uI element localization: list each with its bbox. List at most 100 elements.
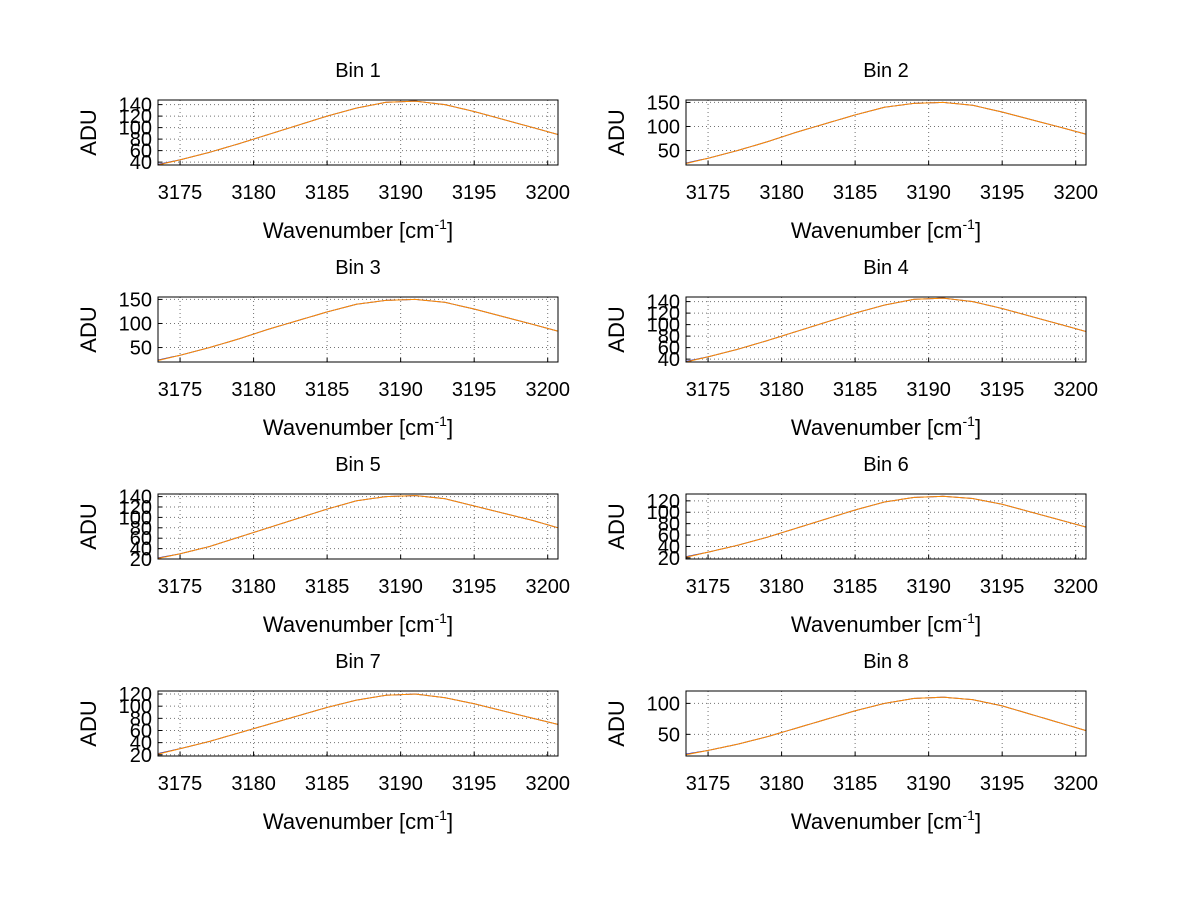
series-line-spectrum-a bbox=[157, 100, 559, 165]
y-tick-label: 120 bbox=[647, 303, 680, 325]
x-tick-label: 3190 bbox=[906, 379, 951, 401]
x-axis-label-superscript: -1 bbox=[963, 807, 976, 823]
y-axis-label: ADU bbox=[76, 306, 101, 352]
y-tick-label: 50 bbox=[658, 141, 680, 163]
subplot-title: Bin 5 bbox=[335, 454, 381, 476]
series-line-spectrum-b bbox=[157, 298, 559, 362]
subplot-5: 3175 3180 3185 3190 3195 3200 2040608010012014… bbox=[76, 454, 570, 637]
y-tick-label: 120 bbox=[119, 497, 152, 519]
subplot-title: Bin 4 bbox=[863, 257, 909, 279]
x-axis-label-text: Wavenumber [cm bbox=[263, 218, 435, 243]
x-tick-label: 3195 bbox=[452, 773, 497, 795]
x-tick-label: 3200 bbox=[525, 182, 570, 204]
plot-frame bbox=[685, 493, 1087, 560]
x-axis-label-bracket: ] bbox=[975, 612, 981, 637]
x-tick-label: 3195 bbox=[452, 182, 497, 204]
x-tick-label: 3200 bbox=[1053, 182, 1098, 204]
y-tick-label: 20 bbox=[130, 745, 152, 767]
x-tick-label: 3180 bbox=[759, 379, 804, 401]
x-axis-label-superscript: -1 bbox=[435, 610, 448, 626]
y-tick-label: 60 bbox=[130, 141, 152, 163]
subplot-title: Bin 8 bbox=[863, 651, 909, 673]
x-axis-label-text: Wavenumber [cm bbox=[791, 809, 963, 834]
series-line-spectrum-a bbox=[685, 495, 1087, 558]
x-tick-label: 3190 bbox=[378, 576, 423, 598]
y-axis-label: ADU bbox=[76, 503, 101, 549]
x-tick-label: 3185 bbox=[833, 182, 878, 204]
x-tick-label: 3195 bbox=[980, 182, 1025, 204]
x-axis-label: Wavenumber [cm-1] bbox=[263, 216, 453, 243]
y-tick-label: 20 bbox=[130, 549, 152, 571]
x-axis-label: Wavenumber [cm-1] bbox=[791, 216, 981, 243]
series-line-spectrum-b bbox=[685, 101, 1087, 165]
x-tick-label: 3175 bbox=[158, 182, 203, 204]
subplot-title: Bin 6 bbox=[863, 454, 909, 476]
x-axis-label-bracket: ] bbox=[447, 612, 453, 637]
series-line-spectrum-b bbox=[685, 495, 1087, 558]
y-tick-label: 60 bbox=[658, 338, 680, 360]
y-tick-label: 80 bbox=[130, 129, 152, 151]
x-tick-label: 3190 bbox=[378, 773, 423, 795]
y-tick-label: 150 bbox=[119, 289, 152, 311]
y-tick-label: 100 bbox=[119, 118, 152, 140]
x-tick-label: 3200 bbox=[1053, 576, 1098, 598]
plot-frame bbox=[157, 99, 559, 166]
x-tick-label: 3185 bbox=[833, 379, 878, 401]
y-tick-label: 100 bbox=[647, 693, 680, 715]
x-tick-label: 3180 bbox=[759, 576, 804, 598]
x-axis-label-bracket: ] bbox=[447, 809, 453, 834]
x-tick-label: 3190 bbox=[378, 379, 423, 401]
x-tick-label: 3185 bbox=[305, 773, 350, 795]
x-tick-label: 3175 bbox=[158, 773, 203, 795]
x-tick-label: 3175 bbox=[686, 773, 731, 795]
y-axis-label: ADU bbox=[604, 700, 629, 746]
x-tick-label: 3180 bbox=[759, 773, 804, 795]
y-tick-label: 40 bbox=[658, 536, 680, 558]
y-tick-label: 80 bbox=[658, 326, 680, 348]
y-tick-label: 100 bbox=[119, 507, 152, 529]
x-axis-label: Wavenumber [cm-1] bbox=[263, 807, 453, 834]
x-axis-label: Wavenumber [cm-1] bbox=[263, 610, 453, 637]
y-tick-label: 40 bbox=[130, 539, 152, 561]
plot-frame bbox=[157, 493, 559, 560]
series-line-spectrum-a bbox=[685, 297, 1087, 362]
x-axis-label-text: Wavenumber [cm bbox=[263, 612, 435, 637]
x-axis-label-bracket: ] bbox=[975, 218, 981, 243]
x-tick-label: 3175 bbox=[158, 576, 203, 598]
x-tick-label: 3195 bbox=[980, 379, 1025, 401]
y-tick-label: 40 bbox=[130, 733, 152, 755]
series-line-spectrum-b bbox=[157, 100, 559, 166]
series-line-spectrum-b bbox=[685, 297, 1087, 363]
x-tick-label: 3185 bbox=[305, 379, 350, 401]
x-tick-label: 3190 bbox=[906, 576, 951, 598]
x-axis-label-superscript: -1 bbox=[435, 807, 448, 823]
y-tick-label: 50 bbox=[130, 338, 152, 360]
x-axis-label-text: Wavenumber [cm bbox=[791, 218, 963, 243]
plot-frame bbox=[685, 99, 1087, 166]
y-tick-label: 50 bbox=[658, 724, 680, 746]
series-line-spectrum-b bbox=[685, 696, 1087, 756]
y-tick-label: 60 bbox=[658, 525, 680, 547]
x-axis-label-superscript: -1 bbox=[963, 216, 976, 232]
y-tick-label: 80 bbox=[130, 708, 152, 730]
x-tick-label: 3200 bbox=[525, 576, 570, 598]
y-axis-label: ADU bbox=[76, 109, 101, 155]
x-tick-label: 3185 bbox=[833, 576, 878, 598]
x-tick-label: 3195 bbox=[452, 576, 497, 598]
x-axis-label-superscript: -1 bbox=[963, 610, 976, 626]
x-axis-label: Wavenumber [cm-1] bbox=[791, 413, 981, 440]
x-axis-label-bracket: ] bbox=[975, 809, 981, 834]
subplot-title: Bin 7 bbox=[335, 651, 381, 673]
subplot-title: Bin 1 bbox=[335, 60, 381, 82]
y-tick-label: 40 bbox=[130, 152, 152, 174]
y-axis-label: ADU bbox=[604, 306, 629, 352]
plot-frame bbox=[157, 690, 559, 757]
y-tick-label: 80 bbox=[130, 518, 152, 540]
y-tick-label: 100 bbox=[647, 315, 680, 337]
x-tick-label: 3180 bbox=[231, 182, 276, 204]
